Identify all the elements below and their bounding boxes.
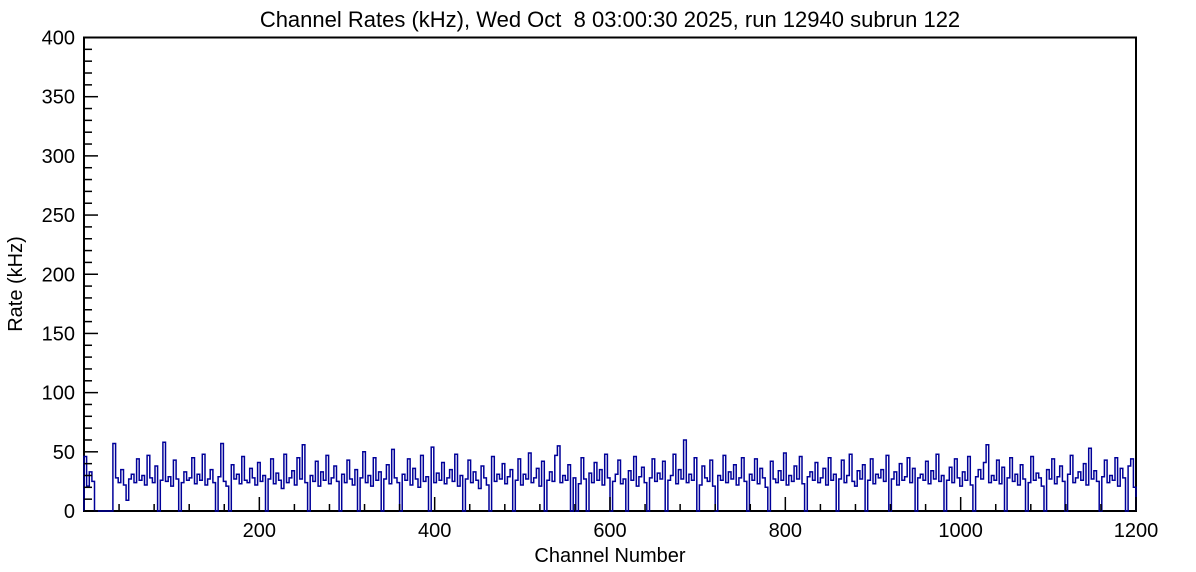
y-tick-label: 150	[42, 323, 75, 345]
y-tick-label: 200	[42, 264, 75, 286]
x-tick-label: 200	[243, 520, 276, 542]
y-tick-label: 0	[64, 501, 75, 523]
x-tick-label: 800	[769, 520, 802, 542]
y-tick-label: 250	[42, 205, 75, 227]
axis-ticks	[84, 36, 1137, 512]
y-tick-label: 400	[42, 28, 75, 50]
y-tick-label: 350	[42, 87, 75, 109]
x-tick-label: 1200	[1114, 520, 1159, 542]
histogram-series	[83, 439, 1137, 512]
chart-title: Channel Rates (kHz), Wed Oct 8 03:00:30 …	[260, 7, 960, 32]
x-tick-label: 600	[593, 520, 626, 542]
y-tick-label: 50	[53, 442, 75, 464]
plot-frame	[83, 36, 1137, 512]
x-tick-label: 1000	[938, 520, 983, 542]
y-axis-title: Rate (kHz)	[5, 236, 27, 332]
axis-tick-labels: 0 50 100 150 200 250 300 350 400 200 400 600 800 1000…	[42, 28, 1159, 543]
y-tick-label: 100	[42, 383, 75, 405]
x-axis-title: Channel Number	[534, 545, 686, 567]
y-tick-label: 300	[42, 146, 75, 168]
x-tick-label: 400	[418, 520, 451, 542]
